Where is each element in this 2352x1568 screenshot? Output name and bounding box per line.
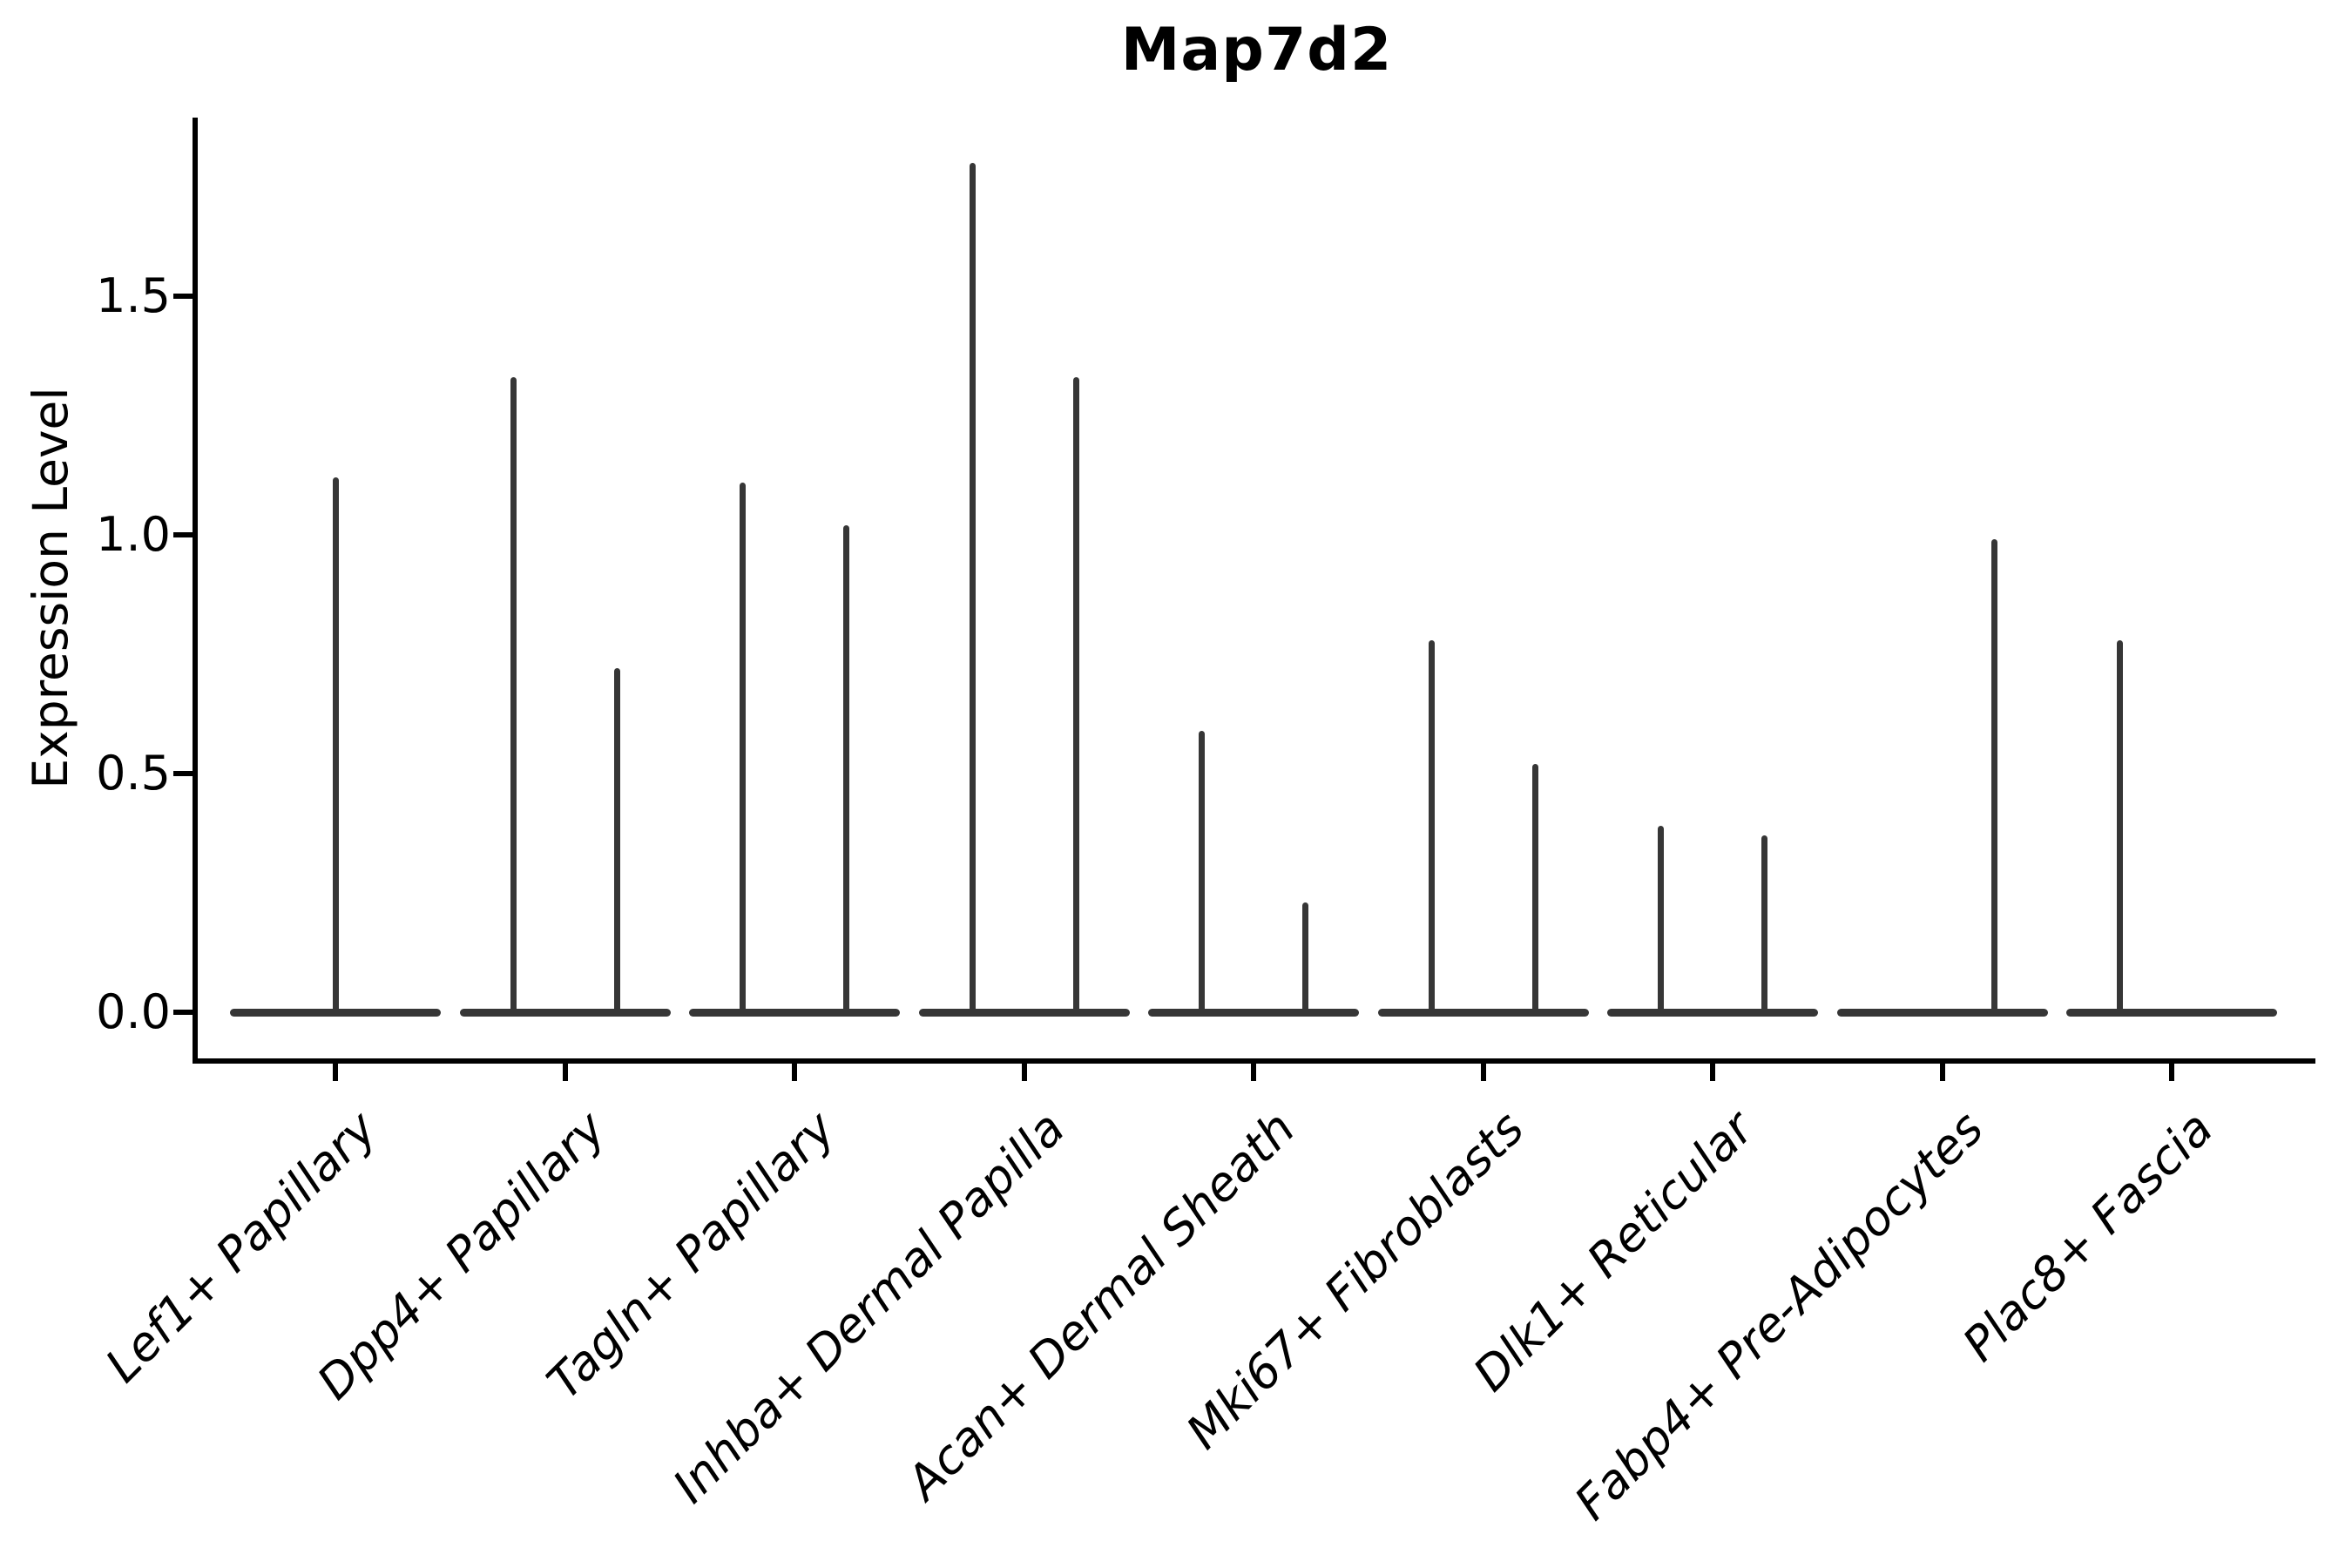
y-axis-label: Expression Level bbox=[23, 387, 78, 789]
violin-spike bbox=[1199, 731, 1205, 1012]
chart-title: Map7d2 bbox=[1120, 16, 1393, 84]
violin-spike bbox=[969, 163, 976, 1012]
x-tick-label: Inhba+ Dermal Papilla bbox=[662, 1100, 1076, 1514]
violin-spike bbox=[1761, 835, 1767, 1012]
y-tick bbox=[173, 294, 193, 299]
violin-spike bbox=[740, 483, 746, 1012]
y-tick-label: 0.5 bbox=[96, 746, 171, 801]
x-tick bbox=[1710, 1064, 1715, 1081]
violin-body bbox=[230, 1009, 441, 1017]
x-tick-label: Fabp4+ Pre-Adipocytes bbox=[1564, 1100, 1994, 1531]
x-axis-spine bbox=[193, 1058, 2315, 1064]
violin-body bbox=[689, 1009, 900, 1017]
violin-spike bbox=[613, 668, 620, 1012]
violin-spike bbox=[2117, 640, 2123, 1012]
y-tick bbox=[173, 771, 193, 776]
x-tick bbox=[333, 1064, 338, 1081]
violin-body bbox=[1607, 1009, 1818, 1017]
violin-body bbox=[1377, 1009, 1589, 1017]
violin-body bbox=[459, 1009, 671, 1017]
violin-body bbox=[2066, 1009, 2277, 1017]
violin-body bbox=[1836, 1009, 2048, 1017]
y-tick bbox=[173, 1010, 193, 1015]
x-tick bbox=[1939, 1064, 1945, 1081]
x-tick bbox=[2169, 1064, 2174, 1081]
violin-spike bbox=[1302, 902, 1308, 1012]
violin-spike bbox=[1072, 377, 1079, 1012]
x-tick-label: Acan+ Dermal Sheath bbox=[896, 1100, 1306, 1511]
y-tick-label: 1.5 bbox=[96, 268, 171, 323]
x-tick bbox=[1021, 1064, 1027, 1081]
violin-spike bbox=[510, 377, 517, 1012]
x-tick bbox=[1480, 1064, 1486, 1081]
x-tick bbox=[562, 1064, 568, 1081]
violin-body bbox=[1148, 1009, 1359, 1017]
violin-spike bbox=[843, 525, 849, 1012]
violin-spike bbox=[1990, 539, 1997, 1012]
x-tick bbox=[792, 1064, 797, 1081]
y-tick-label: 1.0 bbox=[96, 507, 171, 562]
y-axis-spine bbox=[193, 118, 198, 1064]
violin-spike bbox=[332, 477, 339, 1012]
violin-spike bbox=[1658, 826, 1664, 1012]
violin-spike bbox=[1531, 764, 1538, 1012]
x-tick-label: Plac8+ Fascia bbox=[1951, 1100, 2224, 1372]
violin-spike bbox=[1428, 640, 1435, 1012]
x-tick bbox=[1251, 1064, 1256, 1081]
y-tick bbox=[173, 532, 193, 537]
violin-body bbox=[918, 1009, 1130, 1017]
y-tick-label: 0.0 bbox=[96, 984, 171, 1039]
